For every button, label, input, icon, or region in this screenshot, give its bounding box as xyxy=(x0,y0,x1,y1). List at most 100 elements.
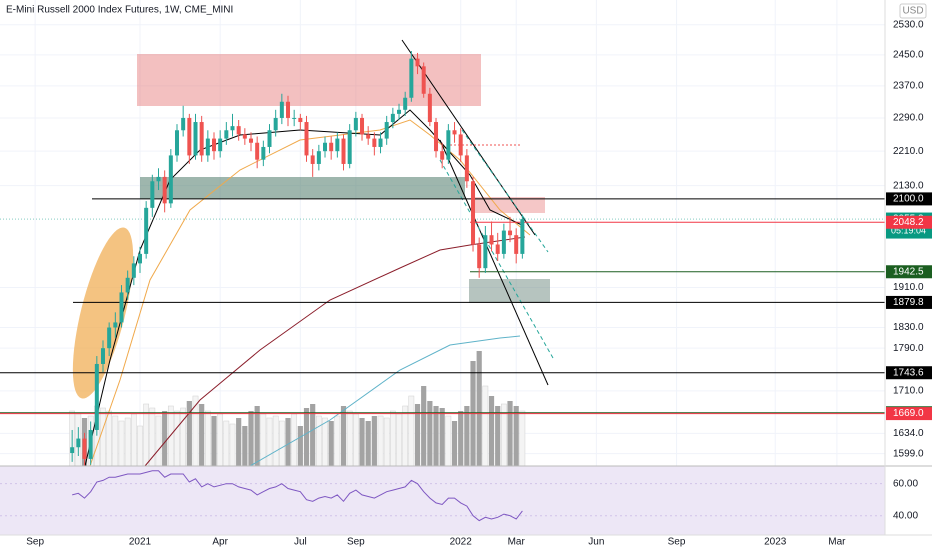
price-label: 1669.0 xyxy=(893,408,924,419)
volume-bar xyxy=(248,411,254,466)
candle-body xyxy=(304,122,309,156)
price-label: 1879.8 xyxy=(893,297,924,308)
volume-bar xyxy=(155,415,162,467)
rsi xyxy=(0,470,885,522)
volume-bar xyxy=(445,415,452,467)
volume-bar xyxy=(130,413,137,467)
candle-body xyxy=(255,142,260,160)
volume-bar xyxy=(322,417,328,467)
rsi-pane xyxy=(0,466,885,535)
currency: USD xyxy=(902,6,923,17)
channel-line xyxy=(461,129,549,253)
price-label-box xyxy=(886,265,932,279)
candle-body xyxy=(341,138,346,164)
candle-body xyxy=(242,134,247,139)
x-tick-label: Apr xyxy=(212,537,228,548)
volume-bar xyxy=(421,386,427,466)
volume-bar xyxy=(254,406,260,466)
currency-box[interactable] xyxy=(899,3,927,19)
volume xyxy=(69,351,526,467)
candle-body xyxy=(193,122,198,156)
volume-bar xyxy=(236,418,242,466)
moving-average xyxy=(144,236,526,467)
volume-bar xyxy=(112,415,119,467)
volume-bar xyxy=(278,420,285,467)
axes: 2530.0 2450.0 2370.0 2290.0 2210.0 2130.0 1910… xyxy=(26,19,932,548)
candle-body xyxy=(323,142,328,152)
candle-body xyxy=(366,134,371,139)
volume-bar xyxy=(476,351,482,466)
volume-bar xyxy=(396,413,402,467)
candle-body xyxy=(520,219,525,254)
volume-bar xyxy=(402,405,409,467)
y-tick-label: 2210.0 xyxy=(893,146,924,157)
candle-body xyxy=(310,155,315,164)
volume-bar xyxy=(223,420,230,467)
candle-body xyxy=(347,130,352,164)
highlight xyxy=(72,227,134,399)
volume-bar xyxy=(242,426,248,466)
price-label-box xyxy=(886,407,932,421)
volume-bar xyxy=(427,401,433,466)
x-tick-label: 2023 xyxy=(764,537,787,548)
volume-bar xyxy=(310,404,316,466)
candle-body xyxy=(292,117,297,119)
volume-bar xyxy=(451,421,458,466)
candle-body xyxy=(353,117,358,131)
y-tick-label: 1599.0 xyxy=(893,448,924,459)
y-tick-label: 1830.0 xyxy=(893,322,924,333)
y-tick-label: 1910.0 xyxy=(893,282,924,293)
candle-body xyxy=(181,117,186,131)
volume-bar xyxy=(458,411,464,466)
candle-body xyxy=(261,146,266,160)
candle-body xyxy=(440,151,445,160)
x-tick-label: Sep xyxy=(347,537,365,548)
volume-bar xyxy=(167,405,174,467)
y-tick-label: 1710.0 xyxy=(893,386,924,397)
volume-bar xyxy=(204,410,211,467)
volume-bar xyxy=(106,410,113,467)
candle-body xyxy=(107,327,112,349)
candle-body xyxy=(508,230,513,236)
volume-bar xyxy=(303,408,310,466)
volume-bar xyxy=(315,415,322,467)
supply-zone xyxy=(475,197,545,213)
volume-bar xyxy=(192,395,199,467)
candle-body xyxy=(156,176,161,182)
candle-body xyxy=(267,130,272,147)
volume-bar xyxy=(377,415,384,467)
volume-bar xyxy=(495,406,501,466)
candle-body xyxy=(218,138,223,152)
volume-bar xyxy=(371,416,377,466)
volume-bar xyxy=(297,426,303,466)
volume-bar xyxy=(383,417,390,467)
candle-body xyxy=(372,138,377,147)
volume-bar xyxy=(180,407,187,467)
candle-body xyxy=(144,207,149,254)
volume-bar xyxy=(217,413,224,467)
candle-body xyxy=(125,277,130,293)
demand-zone xyxy=(469,279,550,303)
volume-bar xyxy=(100,407,106,467)
candle-body xyxy=(187,117,192,156)
candle-body xyxy=(421,66,426,94)
volume-bar xyxy=(118,420,125,467)
candle-body xyxy=(397,109,402,114)
candle-body xyxy=(316,151,321,164)
candle-body xyxy=(514,235,519,254)
candle-body xyxy=(70,447,75,454)
candle-body xyxy=(119,292,124,323)
candle-body xyxy=(175,130,179,156)
candle-body xyxy=(464,155,469,182)
volume-bar xyxy=(340,406,347,466)
candle-body xyxy=(162,176,167,204)
x-tick-label: 2022 xyxy=(450,537,473,548)
x-tick-label: Mar xyxy=(508,537,526,548)
candle-body xyxy=(224,130,229,139)
volume-bar xyxy=(186,401,192,466)
moving-average xyxy=(249,335,521,467)
candle-body xyxy=(434,122,439,152)
volume-bar xyxy=(124,417,131,467)
candle-body xyxy=(390,113,395,123)
